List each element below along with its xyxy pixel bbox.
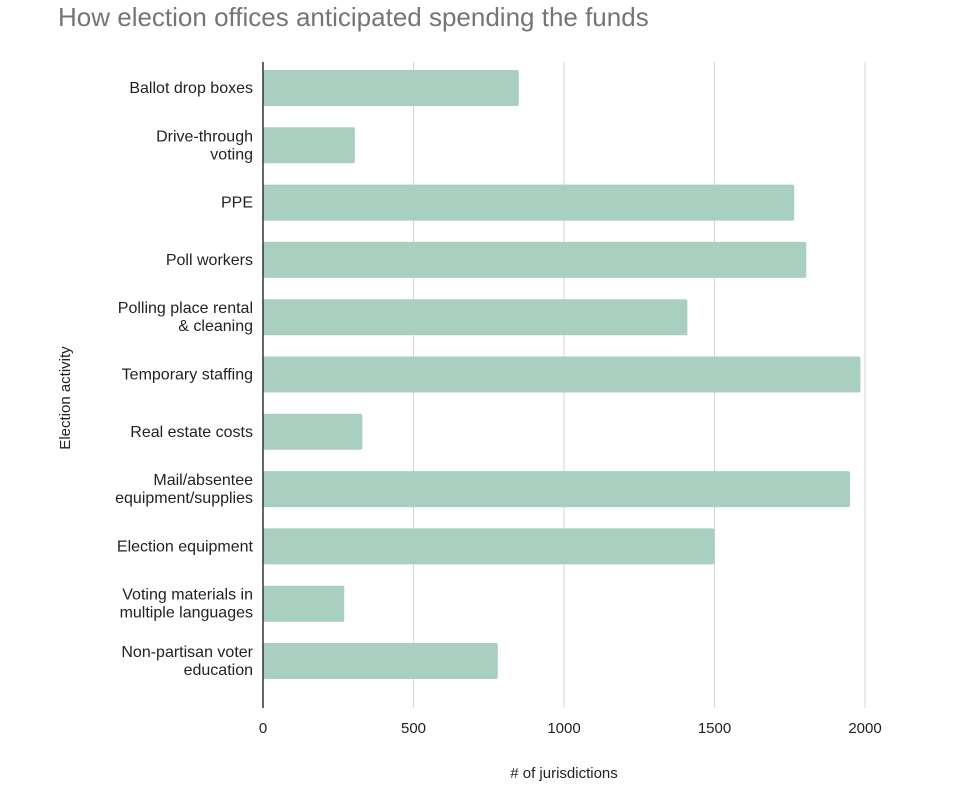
category-label-line: Non-partisan voter (121, 644, 253, 661)
category-label-line: & cleaning (178, 318, 253, 335)
category-label-line: Election equipment (117, 538, 254, 555)
x-axis-title: # of jurisdictions (510, 765, 618, 782)
x-tick-label: 2000 (848, 720, 881, 737)
category-label: Drive-through voting (156, 128, 253, 163)
category-label: Mail/absentee equipment/supplies (115, 472, 253, 507)
category-label-line: Mail/absentee (153, 472, 253, 489)
category-label-line: PPE (221, 195, 253, 212)
bar (263, 528, 715, 565)
category-label-line: Poll workers (166, 252, 253, 269)
category-label: Temporary staffing (122, 367, 253, 384)
bars (263, 70, 861, 679)
category-label-line: Polling place rental (118, 300, 253, 317)
category-label-line: Drive-through (156, 128, 253, 145)
category-labels: Ballot drop boxes Drive-through voting PPE P… (115, 80, 254, 679)
category-label-line: Real estate costs (130, 424, 253, 441)
x-tick-label: 500 (401, 720, 426, 737)
bar (263, 299, 688, 336)
category-label-line: Temporary staffing (122, 367, 253, 384)
category-label: Polling place rental & cleaning (118, 300, 253, 335)
category-label: Ballot drop boxes (129, 80, 253, 97)
category-label-line: equipment/supplies (115, 490, 253, 507)
category-label: PPE (221, 195, 253, 212)
category-label-line: multiple languages (120, 605, 253, 622)
category-label-line: voting (210, 146, 253, 163)
x-tick-label: 1000 (547, 720, 580, 737)
category-label: Non-partisan voter education (121, 644, 253, 679)
bar (263, 356, 861, 393)
category-label-line: education (184, 662, 253, 679)
x-tick-label: 0 (259, 720, 267, 737)
category-label: Poll workers (166, 252, 253, 269)
category-label: Voting materials in multiple languages (120, 587, 253, 622)
bar (263, 643, 498, 679)
bar (263, 471, 850, 508)
y-axis-title: Election activity (57, 346, 74, 450)
bar (263, 241, 807, 278)
category-label: Real estate costs (130, 424, 253, 441)
x-tick-labels: 0 500 1000 1500 2000 (259, 720, 882, 737)
bar (263, 127, 355, 164)
bar (263, 413, 363, 450)
chart-title: How election offices anticipated spendin… (58, 2, 649, 32)
bar (263, 585, 345, 622)
category-label: Election equipment (117, 538, 254, 555)
category-label-line: Ballot drop boxes (129, 80, 253, 97)
category-label-line: Voting materials in (122, 587, 253, 604)
x-tick-label: 1500 (698, 720, 731, 737)
bar (263, 70, 519, 106)
bar (263, 184, 795, 221)
